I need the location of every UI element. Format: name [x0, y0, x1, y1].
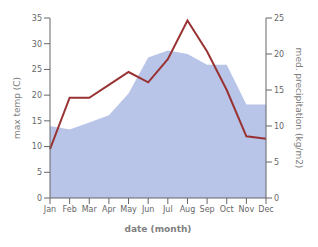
svg-text:30: 30	[32, 40, 42, 49]
svg-text:med. precipitation (kg/m2): med. precipitation (kg/m2)	[294, 48, 304, 169]
svg-text:Jan: Jan	[43, 205, 56, 214]
svg-text:25: 25	[274, 14, 284, 23]
svg-text:0: 0	[37, 194, 42, 203]
svg-text:Oct: Oct	[220, 205, 234, 214]
svg-text:0: 0	[274, 194, 279, 203]
svg-text:Aug: Aug	[180, 205, 196, 214]
svg-text:Mar: Mar	[82, 205, 98, 214]
svg-text:Jul: Jul	[162, 205, 173, 214]
svg-text:Apr: Apr	[102, 205, 117, 214]
svg-text:25: 25	[32, 65, 42, 74]
svg-text:10: 10	[32, 142, 42, 151]
svg-text:15: 15	[274, 86, 284, 95]
svg-text:Dec: Dec	[258, 205, 273, 214]
svg-text:Jun: Jun	[141, 205, 155, 214]
svg-text:Sep: Sep	[200, 205, 215, 214]
svg-text:5: 5	[274, 158, 279, 167]
svg-text:20: 20	[274, 50, 284, 59]
svg-text:10: 10	[274, 122, 284, 131]
svg-text:20: 20	[32, 91, 42, 100]
svg-text:max temp (C): max temp (C)	[12, 77, 22, 139]
svg-text:date (month): date (month)	[125, 224, 192, 234]
svg-text:15: 15	[32, 117, 42, 126]
svg-text:May: May	[120, 205, 137, 214]
svg-text:5: 5	[37, 168, 42, 177]
svg-text:Feb: Feb	[63, 205, 77, 214]
svg-text:35: 35	[32, 14, 42, 23]
svg-text:Nov: Nov	[239, 205, 255, 214]
